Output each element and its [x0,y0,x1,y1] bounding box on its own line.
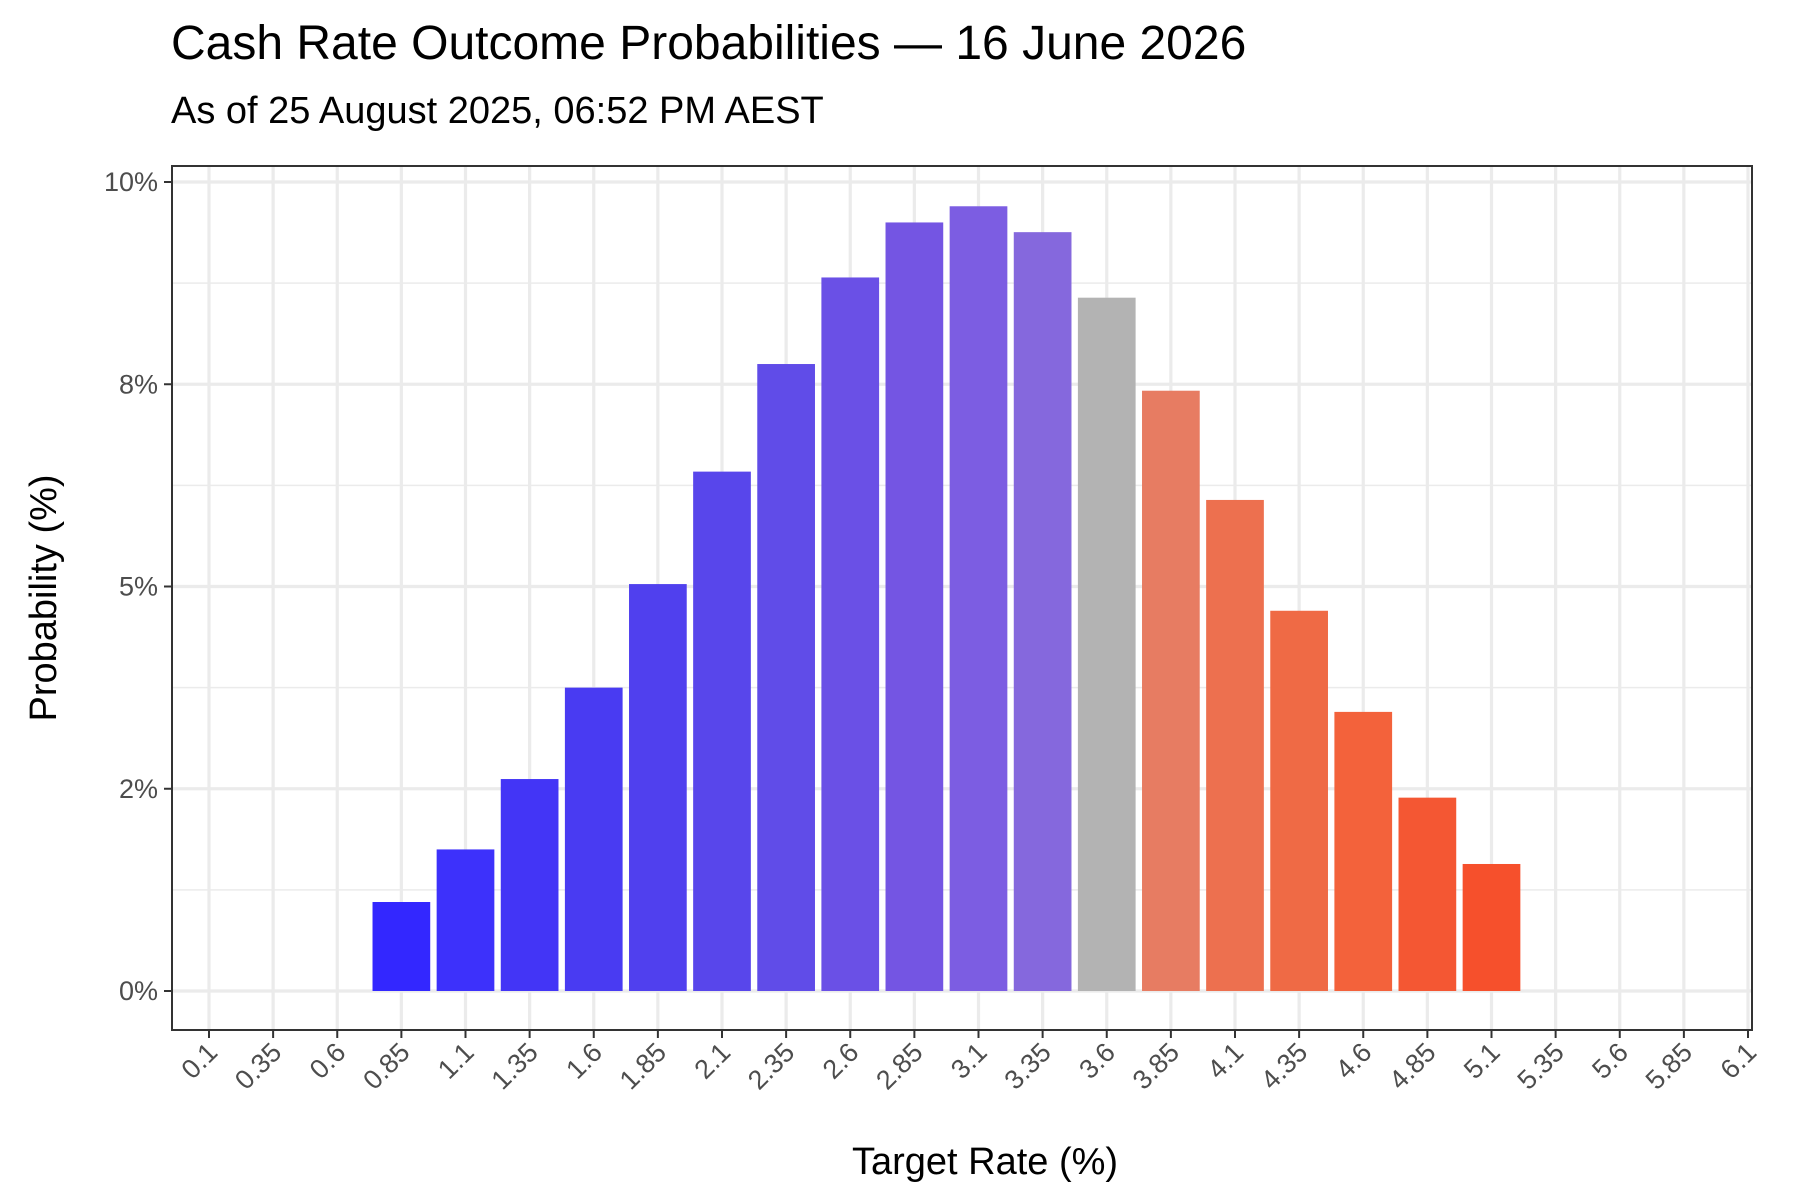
y-axis-ticks: 0% 2% 5% 8% 10% [104,167,172,1006]
x-tick-label: 6.1 [1714,1037,1762,1085]
y-tick-label: 10% [104,167,158,197]
x-tick-label: 4.1 [1201,1037,1249,1085]
x-tick-label: 5.85 [1640,1037,1698,1095]
bar-1.85 [629,584,687,991]
x-tick-label: 3.1 [945,1037,993,1085]
bar-3.85 [1142,390,1200,991]
y-tick-label: 8% [119,369,158,399]
x-tick-label: 0.1 [175,1037,223,1085]
x-tick-label: 1.85 [614,1037,672,1095]
x-tick-label: 2.85 [870,1037,928,1095]
bars [372,206,1521,991]
panel-border [171,165,1753,1031]
bar-3.1 [949,206,1008,991]
bar-4.85 [1398,797,1457,991]
x-tick-label: 5.6 [1586,1037,1634,1085]
x-tick-label: 2.35 [742,1037,800,1095]
bar-2.6 [821,277,880,991]
x-axis-ticks: 0.1 0.35 0.6 0.85 1.1 1.35 1.6 1.85 2.1 2.35 2.6 2.… [175,1030,1762,1095]
x-tick-label: 1.1 [432,1037,480,1085]
x-tick-label: 3.85 [1127,1037,1185,1095]
axes [171,165,1753,1031]
x-tick-label: 4.6 [1330,1037,1378,1085]
bar-2.1 [693,471,751,991]
x-tick-label: 4.85 [1383,1037,1441,1095]
bar-4.1 [1206,499,1264,991]
x-tick-label: 0.85 [357,1037,415,1095]
x-tick-label: 2.6 [817,1037,865,1085]
bar-1.35 [500,779,559,991]
x-tick-label: 5.35 [1511,1037,1569,1095]
x-tick-label: 3.6 [1073,1037,1121,1085]
x-tick-label: 0.35 [229,1037,287,1095]
x-tick-label: 1.6 [560,1037,608,1085]
x-tick-label: 0.6 [304,1037,352,1085]
x-axis-title: Target Rate (%) [852,1141,1118,1183]
bar-4.6 [1334,711,1393,991]
bar-3.6 [1077,297,1136,991]
bar-4.35 [1270,610,1328,991]
x-tick-label: 2.1 [688,1037,736,1085]
chart-subtitle: As of 25 August 2025, 06:52 PM AEST [171,90,824,132]
y-tick-label: 0% [119,976,158,1006]
x-tick-label: 3.35 [998,1037,1056,1095]
x-tick-label: 5.1 [1458,1037,1506,1085]
bar-1.1 [436,849,495,991]
y-tick-label: 2% [119,774,158,804]
y-axis-title: Probability (%) [23,474,65,721]
x-tick-label: 4.35 [1255,1037,1313,1095]
y-tick-label: 5% [119,572,158,602]
bar-2.85 [885,222,944,991]
bar-0.85 [372,902,431,991]
bar-2.35 [757,364,815,991]
bar-1.6 [564,687,623,991]
bar-5.1 [1462,863,1521,991]
chart-title: Cash Rate Outcome Probabilities — 16 Jun… [171,17,1247,70]
x-tick-label: 1.35 [485,1037,543,1095]
bar-3.35 [1013,232,1072,991]
